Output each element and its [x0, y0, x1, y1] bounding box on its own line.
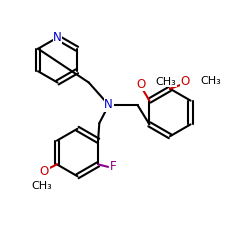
Text: N: N — [104, 98, 113, 112]
Text: O: O — [180, 75, 190, 88]
Text: CH₃: CH₃ — [200, 76, 221, 86]
Text: O: O — [136, 78, 145, 91]
Text: CH₃: CH₃ — [32, 180, 52, 190]
Text: N: N — [53, 31, 62, 44]
Text: O: O — [40, 166, 49, 178]
Text: F: F — [110, 160, 116, 173]
Text: CH₃: CH₃ — [156, 77, 176, 87]
